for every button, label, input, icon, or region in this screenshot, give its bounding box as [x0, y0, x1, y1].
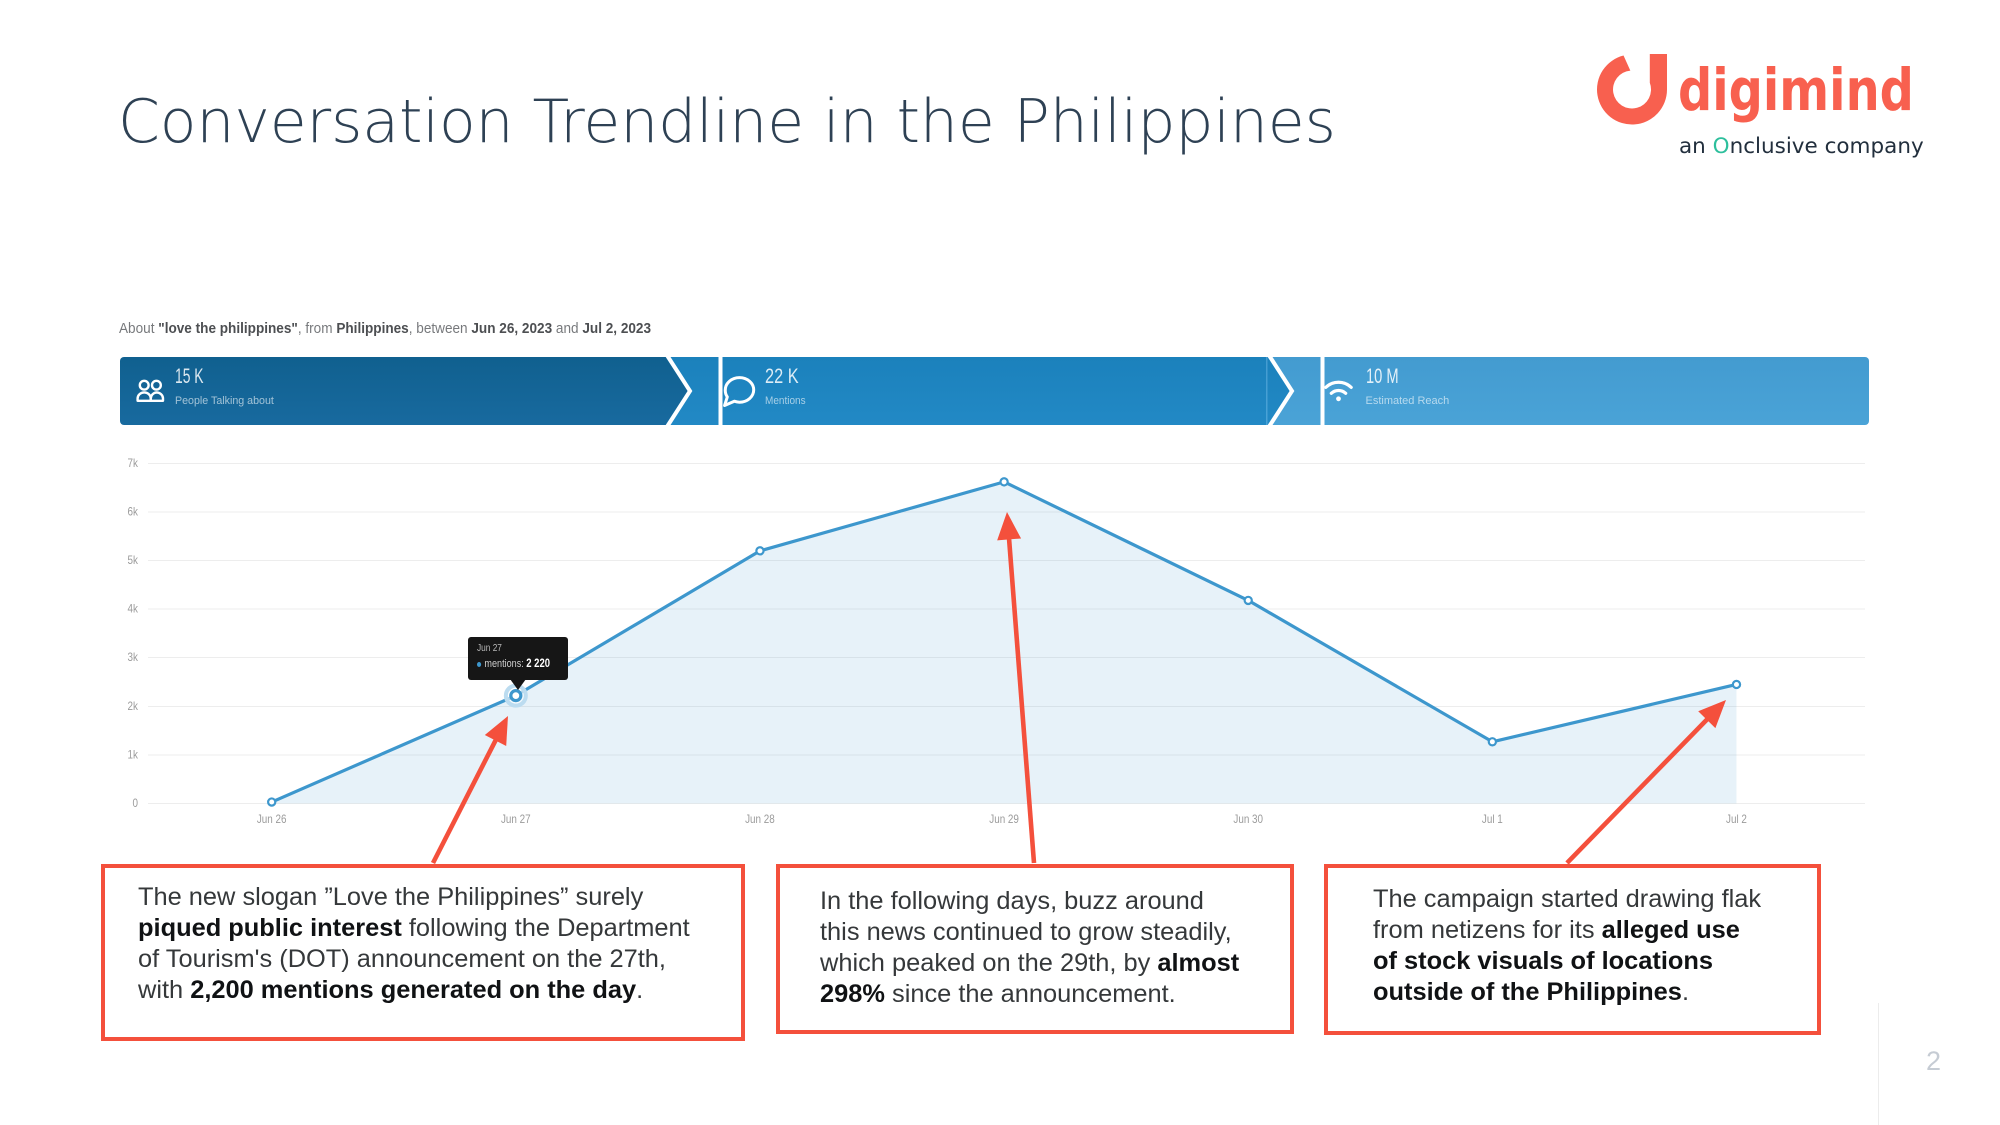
tooltip-date: Jun 27: [477, 643, 502, 654]
page-number: 2: [1926, 1046, 1942, 1076]
text-run: following the Department: [401, 914, 690, 942]
tooltip-row: mentions: 2 220: [477, 658, 552, 671]
data-point[interactable]: [1731, 679, 1742, 690]
y-axis-tick-label: 6k: [128, 506, 139, 519]
kpi-segment-reach[interactable]: [1324, 357, 1870, 425]
kpi-label-people-talking: People Talking about: [174, 395, 274, 408]
y-axis-tick-label: 4k: [128, 603, 139, 616]
x-axis-tick-label: Jun 28: [745, 813, 775, 826]
text-run: .: [636, 976, 644, 1004]
text-run: Jun 26, 2023: [471, 320, 553, 337]
tagline-prefix: an: [1679, 133, 1713, 159]
data-point-highlighted[interactable]: [509, 689, 523, 703]
mentions-trend-chart: 0 1k 2k 3k 4k 5k 6k 7k Jun 26 Jun 27 Jun 28 Jun 29 J…: [128, 457, 1865, 826]
kpi-chevron-2: [1267, 357, 1290, 425]
x-axis-tick-label: Jun 26: [257, 813, 287, 826]
wifi-icon: [1324, 380, 1353, 402]
text-run: alleged use: [1601, 916, 1740, 944]
y-axis-tick-label: 2k: [128, 700, 139, 713]
kpi-funnel-banner: [120, 357, 1869, 425]
footer-divider: [1878, 1003, 1879, 1125]
text-run: , between: [408, 320, 472, 337]
text-run: of Tourism's (DOT) announcement on the 2…: [138, 945, 666, 973]
series-dot-icon: [477, 662, 482, 667]
text-run: and: [552, 320, 583, 337]
kpi-label-mentions: Mentions: [765, 395, 806, 408]
text-run: About: [119, 320, 159, 337]
text-run: The new slogan ”Love the Philippines” su…: [138, 883, 644, 911]
digimind-logo-text: digimind: [1678, 56, 1914, 124]
digimind-logo-icon: [1597, 54, 1667, 125]
text-run: , from: [297, 320, 337, 337]
x-axis-tick-label: Jun 29: [989, 813, 1019, 826]
kpi-value-mentions: 22 K: [765, 364, 799, 388]
data-point[interactable]: [267, 797, 277, 807]
text-run: .: [1681, 978, 1689, 1006]
text-run: which peaked on the 29th, by: [820, 949, 1158, 977]
kpi-segment-mentions[interactable]: [722, 357, 1291, 425]
kpi-value-people-talking: 15 K: [174, 364, 204, 388]
onclusive-tagline: an Onclusive company: [1679, 133, 1924, 159]
annotation-box-1: The new slogan ”Love the Philippines” su…: [101, 864, 745, 1041]
page-title: Conversation Trendline in the Philippine…: [118, 87, 1336, 157]
x-axis-tick-label: Jun 30: [1233, 813, 1263, 826]
text-run: 298%: [820, 980, 885, 1008]
text-run: since the announcement.: [884, 980, 1176, 1008]
text-run: outside of the Philippines: [1373, 978, 1682, 1006]
y-axis-tick-label: 3k: [128, 652, 139, 665]
text-run: almost: [1157, 949, 1240, 977]
y-axis-tick-label: 1k: [128, 749, 139, 762]
onclusive-o-icon: O: [1712, 133, 1730, 159]
data-point[interactable]: [755, 546, 765, 556]
tagline-rest: nclusive company: [1729, 133, 1924, 159]
x-axis-tick-label: Jun 27: [501, 813, 531, 826]
people-icon: [136, 379, 165, 402]
tooltip-caret: [510, 679, 526, 690]
text-run: "love the philippines": [158, 320, 298, 337]
speech-bubble-icon: [723, 376, 756, 407]
annotation-box-3: The campaign started drawing flak from ne…: [1324, 864, 1821, 1035]
digimind-logo: digimind an Onclusive company: [1594, 50, 1924, 160]
text-run: Philippines: [336, 320, 409, 337]
data-point[interactable]: [1243, 595, 1253, 606]
y-axis-tick-label: 5k: [128, 554, 139, 567]
report-scope-line: About "love the philippines", from Phili…: [119, 320, 651, 338]
tooltip-value: 2 220: [526, 658, 550, 670]
kpi-chevron-1-outline: [665, 357, 693, 425]
kpi-value-estimated-reach: 10 M: [1365, 364, 1399, 388]
x-axis-tick-label: Jul 2: [1726, 813, 1747, 826]
kpi-label-estimated-reach: Estimated Reach: [1365, 395, 1450, 408]
text-run: piqued public interest: [138, 914, 402, 942]
text-run: Jul 2, 2023: [582, 320, 652, 337]
trend-area-fill: [271, 481, 1737, 804]
data-point[interactable]: [1487, 737, 1498, 747]
y-axis-tick-label: 7k: [128, 457, 139, 470]
data-point[interactable]: [999, 477, 1009, 487]
kpi-chevron-2-outline: [1267, 357, 1295, 425]
text-run: from netizens for its: [1373, 916, 1602, 944]
text-run: In the following days, buzz around: [820, 887, 1204, 915]
text-run: this news continued to grow steadily,: [820, 918, 1232, 946]
text-run: The campaign started drawing flak: [1373, 885, 1762, 913]
text-run: 2,200 mentions generated on the day: [190, 976, 637, 1004]
chart-tooltip: Jun 27 mentions: 2 220: [468, 637, 568, 680]
kpi-segment-people[interactable]: [120, 357, 688, 425]
y-axis-tick-label: 0: [132, 797, 138, 810]
text-run: with: [138, 976, 191, 1004]
tooltip-series: mentions:: [484, 658, 524, 670]
x-axis-tick-label: Jul 1: [1482, 813, 1503, 826]
annotation-box-2: In the following days, buzz around this n…: [776, 864, 1294, 1034]
text-run: of stock visuals of locations: [1373, 947, 1714, 975]
